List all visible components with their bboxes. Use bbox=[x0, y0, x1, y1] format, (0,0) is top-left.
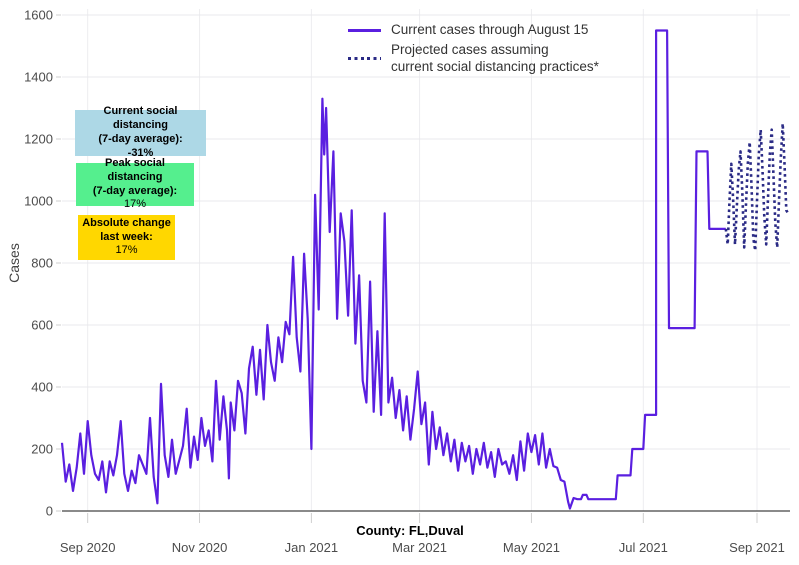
legend-label-projected-cases: Projected cases assuming current social … bbox=[391, 42, 599, 76]
legend-item-current-cases[interactable]: Current cases through August 15 bbox=[348, 22, 599, 39]
svg-text:Nov 2020: Nov 2020 bbox=[172, 540, 228, 555]
svg-text:1000: 1000 bbox=[24, 194, 53, 209]
svg-text:May 2021: May 2021 bbox=[503, 540, 560, 555]
x-axis-title: County: FL,Duval bbox=[356, 523, 464, 538]
y-axis-title: Cases bbox=[6, 243, 22, 283]
svg-text:1200: 1200 bbox=[24, 132, 53, 147]
svg-text:200: 200 bbox=[31, 442, 53, 457]
dotted-line-swatch-icon bbox=[348, 57, 381, 61]
annotation-current-social-distancing: Current social distancing (7-day average… bbox=[75, 105, 206, 159]
legend-item-projected-cases[interactable]: Projected cases assuming current social … bbox=[348, 42, 599, 76]
svg-text:Sep 2020: Sep 2020 bbox=[60, 540, 116, 555]
svg-text:Sep 2021: Sep 2021 bbox=[729, 540, 785, 555]
solid-line-swatch-icon bbox=[348, 28, 381, 32]
legend-label-current-cases: Current cases through August 15 bbox=[391, 22, 589, 37]
annotation-line: (7-day average): bbox=[92, 184, 178, 197]
legend: Current cases through August 15 Projecte… bbox=[348, 22, 599, 76]
annotation-line: (7-day average): bbox=[98, 133, 183, 145]
annotation-value: -31% bbox=[127, 146, 154, 159]
annotation-line: Peak social distancing bbox=[105, 156, 165, 183]
svg-text:Mar 2021: Mar 2021 bbox=[392, 540, 447, 555]
legend-label-projected-line2: current social distancing practices* bbox=[391, 58, 599, 74]
svg-text:Jan 2021: Jan 2021 bbox=[285, 540, 339, 555]
svg-text:1600: 1600 bbox=[24, 8, 53, 23]
annotation-absolute-change: Absolute change last week: 17% bbox=[78, 215, 175, 260]
annotation-value: 17% bbox=[115, 244, 138, 257]
legend-label-projected-line1: Projected cases assuming bbox=[391, 41, 549, 57]
annotation-line: Absolute change bbox=[82, 216, 171, 229]
annotation-peak-social-distancing: Peak social distancing (7-day average): … bbox=[76, 157, 194, 210]
svg-text:400: 400 bbox=[31, 380, 53, 395]
svg-text:0: 0 bbox=[46, 504, 53, 519]
annotation-line: last week: bbox=[100, 230, 153, 243]
annotation-line: Current social distancing bbox=[103, 105, 178, 132]
annotation-value: 17% bbox=[123, 198, 147, 211]
svg-text:Jul 2021: Jul 2021 bbox=[619, 540, 668, 555]
svg-text:600: 600 bbox=[31, 318, 53, 333]
svg-text:1400: 1400 bbox=[24, 70, 53, 85]
svg-text:800: 800 bbox=[31, 256, 53, 271]
